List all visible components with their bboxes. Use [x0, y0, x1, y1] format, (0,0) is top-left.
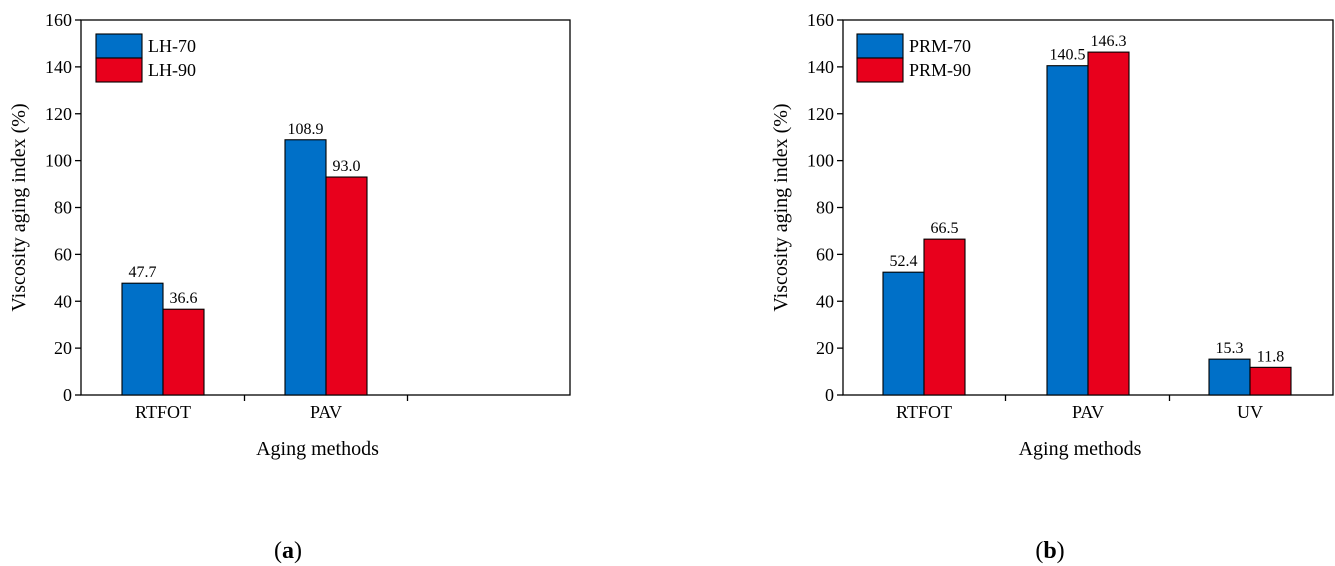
- legend-label: LH-90: [148, 60, 196, 80]
- legend-swatch-lh-70: [95, 33, 143, 59]
- bar-prm-90: [1087, 51, 1130, 396]
- bar-lh-90: [325, 176, 368, 396]
- y-tick-label: 80: [54, 198, 72, 218]
- y-tick-label: 160: [807, 10, 834, 30]
- bar-prm-70: [882, 271, 925, 396]
- y-tick-label: 60: [54, 244, 72, 264]
- legend-swatch-prm-90: [856, 57, 904, 83]
- y-tick-label: 0: [825, 385, 834, 405]
- y-tick-label: 20: [54, 338, 72, 358]
- data-label: 52.4: [890, 253, 918, 270]
- y-tick-label: 0: [63, 385, 72, 405]
- y-tick-label: 60: [816, 244, 834, 264]
- legend-swatch-lh-90: [95, 57, 143, 83]
- data-label: 15.3: [1216, 340, 1244, 357]
- y-tick-label: 40: [54, 291, 72, 311]
- y-tick-label: 80: [816, 198, 834, 218]
- chart-panel-a: 0 20 40 60 80 100 120 140 160 RTFOT PAV 47.7 108.9 36…: [8, 10, 571, 460]
- data-label: 11.8: [1257, 348, 1284, 365]
- y-axis-title: Viscosity aging index (%): [8, 103, 30, 311]
- data-label: 108.9: [288, 121, 324, 138]
- legend-label: PRM-70: [909, 36, 971, 56]
- y-tick-label: 160: [45, 10, 72, 30]
- bar-prm-70: [1046, 65, 1089, 396]
- x-axis-title: Aging methods: [1019, 438, 1142, 460]
- y-tick-label: 40: [816, 291, 834, 311]
- chart-panel-b: 0 20 40 60 80 100 120 140 160 RTFOT PAV UV 52.4 140.5…: [770, 10, 1334, 460]
- x-tick-label: PAV: [1072, 402, 1104, 422]
- bar-prm-90: [923, 238, 966, 396]
- y-tick-label: 20: [816, 338, 834, 358]
- y-tick-label: 140: [45, 57, 72, 77]
- y-tick-label: 120: [807, 104, 834, 124]
- bar-lh-70: [284, 139, 327, 396]
- caption-b: (b): [1035, 538, 1064, 564]
- data-label: 47.7: [129, 264, 157, 281]
- legend-label: PRM-90: [909, 60, 971, 80]
- x-tick-label: RTFOT: [896, 402, 952, 422]
- bar-lh-70: [121, 282, 164, 396]
- y-tick-label: 120: [45, 104, 72, 124]
- x-tick-label: RTFOT: [135, 402, 191, 422]
- y-tick-label: 100: [807, 151, 834, 171]
- bar-lh-90: [162, 308, 205, 396]
- x-tick-label: PAV: [310, 402, 342, 422]
- data-label: 140.5: [1050, 47, 1086, 64]
- data-label: 36.6: [170, 290, 198, 307]
- y-axis-title: Viscosity aging index (%): [770, 103, 792, 311]
- y-tick-label: 140: [807, 57, 834, 77]
- data-label: 66.5: [931, 220, 959, 237]
- bar-prm-70: [1208, 358, 1251, 396]
- x-tick-label: UV: [1237, 402, 1263, 422]
- legend-swatch-prm-70: [856, 33, 904, 59]
- x-axis-title: Aging methods: [256, 438, 379, 460]
- data-label: 146.3: [1091, 33, 1127, 50]
- caption-a: (a): [274, 538, 302, 564]
- bar-prm-90: [1249, 366, 1292, 396]
- y-tick-label: 100: [45, 151, 72, 171]
- data-label: 93.0: [333, 158, 361, 175]
- legend-label: LH-70: [148, 36, 196, 56]
